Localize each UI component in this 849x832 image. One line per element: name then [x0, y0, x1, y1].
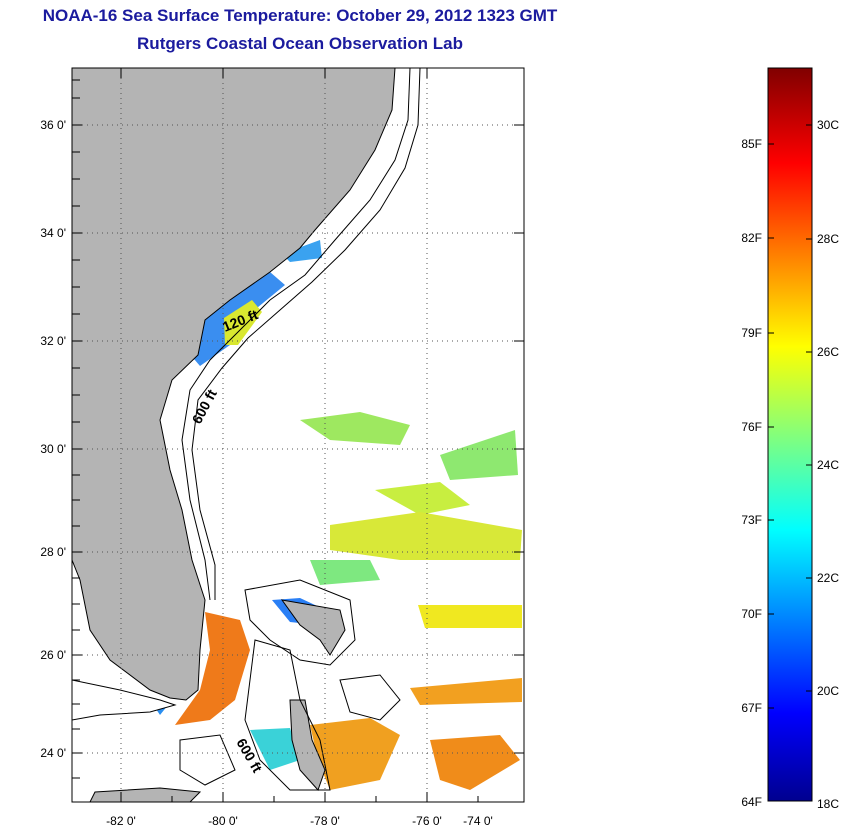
lat-tick-label: 28 0': [40, 545, 66, 559]
colorbar-c-label: 26C: [817, 345, 839, 359]
colorbar-f-label: 76F: [741, 420, 762, 434]
colorbar-c-label: 28C: [817, 232, 839, 246]
lat-tick-label: 26 0': [40, 648, 66, 662]
colorbar-c-label: 18C: [817, 797, 839, 811]
map-area: 120 ft 600 ft 600 ft: [72, 68, 524, 802]
colorbar: [767, 67, 813, 802]
lat-tick-label: 24 0': [40, 746, 66, 760]
colorbar-f-label: 79F: [741, 326, 762, 340]
colorbar-c-label: 30C: [817, 118, 839, 132]
lat-tick-label: 30 0': [40, 442, 66, 456]
colorbar-f-label: 82F: [741, 231, 762, 245]
lon-tick-label: -80 0': [208, 814, 238, 828]
lon-tick-label: -82 0': [106, 814, 136, 828]
colorbar-ticks: [768, 124, 812, 709]
land: [72, 68, 396, 802]
frame-ticks: [72, 68, 524, 802]
colorbar-f-label: 64F: [741, 795, 762, 809]
colorbar-c-label: 22C: [817, 571, 839, 585]
lat-tick-label: 34 0': [40, 226, 66, 240]
lon-tick-label: -74 0': [463, 814, 493, 828]
lon-tick-label: -78 0': [310, 814, 340, 828]
colorbar-c-label: 24C: [817, 458, 839, 472]
colorbar-f-label: 85F: [741, 137, 762, 151]
colorbar-c-label: 20C: [817, 684, 839, 698]
colorbar-f-label: 70F: [741, 607, 762, 621]
colorbar-f-label: 67F: [741, 701, 762, 715]
map-grid: [72, 68, 524, 802]
map-subtitle: Rutgers Coastal Ocean Observation Lab: [137, 34, 463, 53]
lat-tick-label: 32 0': [40, 334, 66, 348]
lon-tick-label: -76 0': [412, 814, 442, 828]
map-frame: [71, 67, 525, 803]
colorbar-f-label: 73F: [741, 513, 762, 527]
map-title: NOAA-16 Sea Surface Temperature: October…: [42, 6, 558, 25]
lat-tick-label: 36 0': [40, 118, 66, 132]
depth-contours: [179, 68, 421, 791]
